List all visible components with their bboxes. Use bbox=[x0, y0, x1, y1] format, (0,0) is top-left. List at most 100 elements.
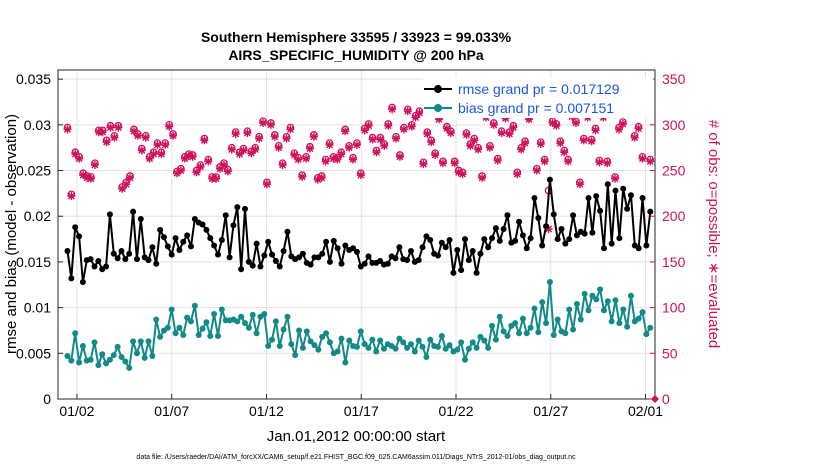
asterisk-stroke bbox=[196, 163, 204, 171]
y2-tick-label: 350 bbox=[662, 71, 686, 87]
bias-series-point bbox=[577, 316, 584, 323]
rmse-series-point bbox=[145, 257, 152, 264]
bias-series-point bbox=[307, 338, 314, 345]
bias-series-point bbox=[234, 318, 241, 325]
asterisk-stroke bbox=[345, 144, 353, 152]
rmse-series-point bbox=[269, 251, 276, 258]
asterisk-stroke bbox=[290, 151, 298, 159]
rmse-series-point bbox=[639, 194, 646, 201]
obs-evaluated-point bbox=[259, 119, 268, 128]
obs-evaluated-point bbox=[200, 136, 209, 145]
rmse-series-point bbox=[465, 257, 472, 264]
rmse-series-point bbox=[319, 250, 326, 257]
rmse-series-point bbox=[462, 236, 469, 243]
asterisk-stroke bbox=[189, 153, 197, 161]
bias-series-point bbox=[400, 339, 407, 346]
bias-series-point bbox=[539, 299, 546, 306]
bias-series-point bbox=[504, 332, 511, 339]
obs-evaluated-point bbox=[560, 148, 569, 157]
asterisk-stroke bbox=[462, 131, 470, 139]
bias-series-point bbox=[311, 342, 318, 349]
asterisk-stroke bbox=[126, 174, 134, 182]
asterisk-stroke bbox=[114, 124, 122, 132]
bias-series-point bbox=[265, 342, 272, 349]
rmse-series-point bbox=[627, 192, 634, 199]
rmse-series-point bbox=[238, 266, 245, 273]
asterisk-stroke bbox=[513, 170, 521, 178]
obs-evaluated-point bbox=[231, 129, 240, 138]
obs-evaluated-point bbox=[376, 135, 385, 144]
obs-evaluated-point bbox=[478, 173, 487, 182]
bias-series-point bbox=[581, 290, 588, 297]
obs-evaluated-point bbox=[352, 140, 361, 149]
bias-series-point bbox=[392, 345, 399, 352]
asterisk-stroke bbox=[271, 133, 279, 141]
asterisk-stroke bbox=[357, 171, 365, 179]
rmse-series-point bbox=[176, 247, 183, 254]
bias-series-point bbox=[477, 333, 484, 340]
obs-evaluated-point bbox=[587, 137, 596, 146]
asterisk-stroke bbox=[615, 125, 623, 133]
rmse-series-point bbox=[160, 234, 167, 241]
bias-series-point bbox=[253, 330, 260, 337]
rmse-series-point bbox=[76, 233, 83, 240]
rmse-series-point bbox=[334, 245, 341, 252]
asterisk-stroke bbox=[588, 137, 596, 145]
asterisk-stroke bbox=[165, 123, 173, 131]
rmse-series-point bbox=[647, 208, 654, 215]
bias-series-point bbox=[415, 337, 422, 344]
obs-evaluated-point bbox=[591, 126, 600, 135]
bias-series-point bbox=[600, 307, 607, 314]
asterisk-stroke bbox=[341, 127, 349, 135]
rmse-series-point bbox=[261, 252, 268, 259]
y-tick-label: 0.03 bbox=[24, 117, 51, 133]
rmse-series-point bbox=[523, 245, 530, 252]
bias-series-point bbox=[377, 337, 384, 344]
rmse-series-point bbox=[253, 240, 260, 247]
asterisk-stroke bbox=[212, 175, 220, 183]
asterisk-stroke bbox=[635, 124, 643, 132]
bias-series-point bbox=[442, 345, 449, 352]
data-file-note: data file: /Users/raeder/DAI/ATM_forcXX/… bbox=[136, 454, 576, 461]
bias-series-point bbox=[168, 306, 175, 313]
rmse-series-point bbox=[79, 279, 86, 286]
rmse-series-point bbox=[353, 248, 360, 255]
asterisk-stroke bbox=[177, 167, 185, 175]
bias-series-point bbox=[597, 286, 604, 293]
asterisk-stroke bbox=[478, 174, 486, 182]
asterisk-stroke bbox=[365, 122, 373, 130]
rmse-series-point bbox=[473, 269, 480, 276]
rmse-series-point bbox=[550, 211, 557, 218]
obs-evaluated-point bbox=[489, 120, 498, 129]
bias-series-point bbox=[346, 337, 353, 344]
chart-title: Southern Hemisphere 33595 / 33923 = 99.0… bbox=[201, 29, 512, 45]
obs-evaluated-point bbox=[98, 128, 107, 137]
asterisk-stroke bbox=[392, 135, 400, 143]
bias-series-point bbox=[516, 330, 523, 337]
bias-series-point bbox=[176, 324, 183, 331]
asterisk-stroke bbox=[466, 142, 474, 150]
obs-evaluated-point bbox=[153, 140, 162, 149]
obs-evaluated-point bbox=[196, 162, 205, 171]
asterisk-stroke bbox=[603, 159, 611, 167]
asterisk-stroke bbox=[138, 146, 146, 154]
obs-evaluated-point bbox=[337, 150, 346, 159]
rmse-series-point bbox=[612, 187, 619, 194]
bias-series-point bbox=[195, 332, 202, 339]
asterisk-stroke bbox=[302, 155, 310, 163]
bias-series-point bbox=[288, 341, 295, 348]
obs-evaluated-point bbox=[169, 131, 178, 140]
rmse-series-point bbox=[427, 236, 434, 243]
rmse-series-point bbox=[519, 232, 526, 239]
obs-evaluated-point bbox=[509, 123, 518, 132]
asterisk-stroke bbox=[459, 170, 467, 178]
asterisk-stroke bbox=[490, 121, 498, 129]
obs-evaluated-point bbox=[505, 129, 514, 138]
bias-series-point bbox=[211, 311, 218, 318]
asterisk-stroke bbox=[306, 145, 314, 153]
asterisk-stroke bbox=[224, 167, 232, 175]
obs-evaluated-point bbox=[325, 140, 334, 149]
bias-series-point bbox=[191, 302, 198, 309]
